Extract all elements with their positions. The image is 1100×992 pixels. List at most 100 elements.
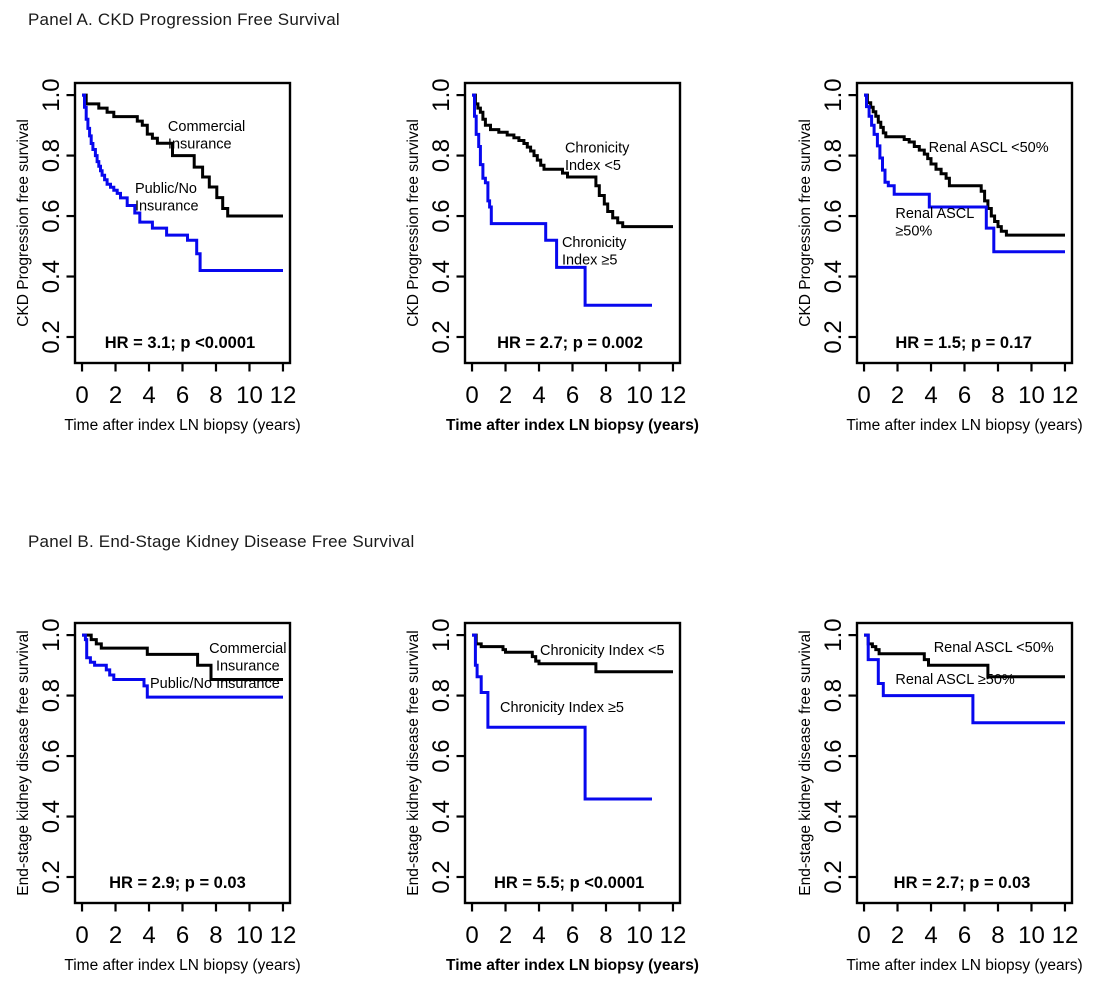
y-axis-title: End-stage kidney disease free survival bbox=[405, 630, 422, 895]
y-tick-label: 0.6 bbox=[428, 199, 455, 232]
x-tick-label: 4 bbox=[142, 922, 155, 949]
curve-label: Chronicity bbox=[565, 141, 630, 157]
y-tick-label: 0.6 bbox=[428, 739, 455, 772]
km-plot-ckd-chronicity: 0.2 0.4 0.6 0.8 1.0 0 2 4 6 8 10 12 CKD Progression … bbox=[403, 70, 703, 435]
y-tick-label: 0.8 bbox=[820, 679, 847, 712]
hr-annotation: HR = 2.7; p = 0.002 bbox=[497, 334, 643, 352]
survival-curve-blue bbox=[82, 93, 283, 272]
x-axis-title: Time after index LN biopsy (years) bbox=[846, 417, 1082, 434]
y-tick-label: 0.6 bbox=[38, 739, 65, 772]
x-tick-label: 0 bbox=[465, 382, 478, 409]
x-axis-title: Time after index LN biopsy (years) bbox=[64, 957, 300, 974]
x-tick-label: 8 bbox=[209, 922, 222, 949]
km-plot-eskd-chronicity: 0.2 0.4 0.6 0.8 1.0 0 2 4 6 8 10 12 End-stage kidney… bbox=[403, 610, 703, 975]
y-tick-label: 0.4 bbox=[820, 800, 847, 833]
x-tick-label: 4 bbox=[924, 382, 937, 409]
x-tick-label: 2 bbox=[891, 382, 904, 409]
x-tick-label: 12 bbox=[660, 922, 687, 949]
survival-curve-blue bbox=[864, 633, 1065, 725]
y-tick-label: 0.8 bbox=[428, 139, 455, 172]
x-tick-label: 2 bbox=[109, 382, 122, 409]
y-axis-title: End-stage kidney disease free survival bbox=[15, 630, 32, 895]
x-tick-label: 6 bbox=[958, 922, 971, 949]
x-tick-label: 4 bbox=[924, 922, 937, 949]
y-tick-label: 0.2 bbox=[38, 860, 65, 893]
km-plot-eskd-insurance: 0.2 0.4 0.6 0.8 1.0 0 2 4 6 8 10 12 End-stage kidney… bbox=[13, 610, 313, 975]
curve-label: Chronicity Index <5 bbox=[540, 643, 665, 659]
survival-curve-blue bbox=[864, 93, 1065, 254]
x-tick-label: 12 bbox=[1052, 922, 1079, 949]
y-tick-label: 0.8 bbox=[38, 139, 65, 172]
curve-label: Insurance bbox=[216, 659, 280, 675]
panel-b-title: Panel B. End-Stage Kidney Disease Free S… bbox=[28, 532, 415, 551]
x-tick-label: 2 bbox=[891, 922, 904, 949]
y-axis-title: CKD Progression free survival bbox=[405, 119, 422, 327]
x-tick-label: 6 bbox=[566, 922, 579, 949]
hr-annotation: HR = 2.9; p = 0.03 bbox=[109, 874, 246, 892]
y-tick-label: 1.0 bbox=[820, 618, 847, 651]
x-tick-label: 0 bbox=[75, 922, 88, 949]
x-tick-label: 6 bbox=[176, 382, 189, 409]
y-tick-label: 0.2 bbox=[38, 320, 65, 353]
x-tick-label: 4 bbox=[532, 922, 545, 949]
hr-annotation: HR = 1.5; p = 0.17 bbox=[895, 334, 1032, 352]
survival-curve-black bbox=[864, 93, 1065, 237]
x-tick-label: 8 bbox=[991, 382, 1004, 409]
y-tick-label: 0.6 bbox=[820, 199, 847, 232]
y-tick-label: 0.4 bbox=[428, 260, 455, 293]
hr-annotation: HR = 3.1; p <0.0001 bbox=[105, 334, 255, 352]
y-axis-title: End-stage kidney disease free survival bbox=[797, 630, 814, 895]
survival-curve-blue bbox=[472, 633, 652, 801]
x-tick-label: 6 bbox=[566, 382, 579, 409]
y-tick-label: 0.8 bbox=[428, 679, 455, 712]
x-tick-label: 10 bbox=[626, 382, 653, 409]
curve-label: Commercial bbox=[168, 119, 245, 135]
y-axis-title: CKD Progression free survival bbox=[15, 119, 32, 327]
x-tick-label: 0 bbox=[857, 922, 870, 949]
x-tick-label: 10 bbox=[236, 922, 263, 949]
curve-label: Renal ASCL ≥50% bbox=[895, 672, 1015, 688]
curve-label: Public/No Insurance bbox=[150, 676, 280, 692]
y-tick-label: 0.8 bbox=[820, 139, 847, 172]
x-tick-label: 6 bbox=[176, 922, 189, 949]
x-tick-label: 2 bbox=[499, 922, 512, 949]
curve-label: Commercial bbox=[209, 641, 286, 657]
km-plot-ckd-ascl: 0.2 0.4 0.6 0.8 1.0 0 2 4 6 8 10 12 CKD Progression … bbox=[795, 70, 1095, 435]
x-tick-label: 10 bbox=[626, 922, 653, 949]
x-axis-title: Time after index LN biopsy (years) bbox=[846, 957, 1082, 974]
x-axis-title: Time after index LN biopsy (years) bbox=[64, 417, 300, 434]
survival-curve-black bbox=[82, 633, 283, 681]
y-tick-label: 0.2 bbox=[820, 860, 847, 893]
curve-label: ≥50% bbox=[895, 224, 932, 240]
x-tick-label: 0 bbox=[857, 382, 870, 409]
y-tick-label: 0.6 bbox=[38, 199, 65, 232]
survival-chart-svg: 0.2 0.4 0.6 0.8 1.0 0 2 4 6 8 10 12 CKD Progression … bbox=[797, 78, 1083, 434]
x-tick-label: 0 bbox=[465, 922, 478, 949]
survival-chart-svg: 0.2 0.4 0.6 0.8 1.0 0 2 4 6 8 10 12 CKD Progression … bbox=[405, 78, 699, 434]
x-tick-label: 8 bbox=[209, 382, 222, 409]
x-tick-label: 10 bbox=[1018, 382, 1045, 409]
y-tick-label: 1.0 bbox=[428, 78, 455, 111]
survival-chart-svg: 0.2 0.4 0.6 0.8 1.0 0 2 4 6 8 10 12 End-stage kidney… bbox=[405, 618, 699, 974]
y-tick-label: 0.4 bbox=[38, 800, 65, 833]
survival-curve-black bbox=[472, 93, 673, 229]
y-tick-label: 0.4 bbox=[38, 260, 65, 293]
curve-label: Index <5 bbox=[565, 158, 621, 174]
y-tick-label: 1.0 bbox=[820, 78, 847, 111]
survival-curve-blue bbox=[472, 93, 652, 307]
curve-label: Chronicity Index ≥5 bbox=[500, 700, 624, 716]
y-tick-label: 1.0 bbox=[38, 78, 65, 111]
x-tick-label: 2 bbox=[109, 922, 122, 949]
survival-chart-svg: 0.2 0.4 0.6 0.8 1.0 0 2 4 6 8 10 12 End-stage kidney… bbox=[797, 618, 1083, 974]
x-tick-label: 12 bbox=[270, 922, 297, 949]
x-tick-label: 8 bbox=[991, 922, 1004, 949]
curve-label: Renal ASCL bbox=[895, 206, 974, 222]
x-tick-label: 8 bbox=[599, 922, 612, 949]
y-tick-label: 0.4 bbox=[428, 800, 455, 833]
curve-label: Renal ASCL <50% bbox=[929, 140, 1049, 156]
y-tick-label: 0.2 bbox=[428, 860, 455, 893]
curve-label: Index ≥5 bbox=[562, 253, 618, 269]
x-tick-label: 4 bbox=[532, 382, 545, 409]
survival-chart-svg: 0.2 0.4 0.6 0.8 1.0 0 2 4 6 8 10 12 CKD Progression … bbox=[15, 78, 301, 434]
